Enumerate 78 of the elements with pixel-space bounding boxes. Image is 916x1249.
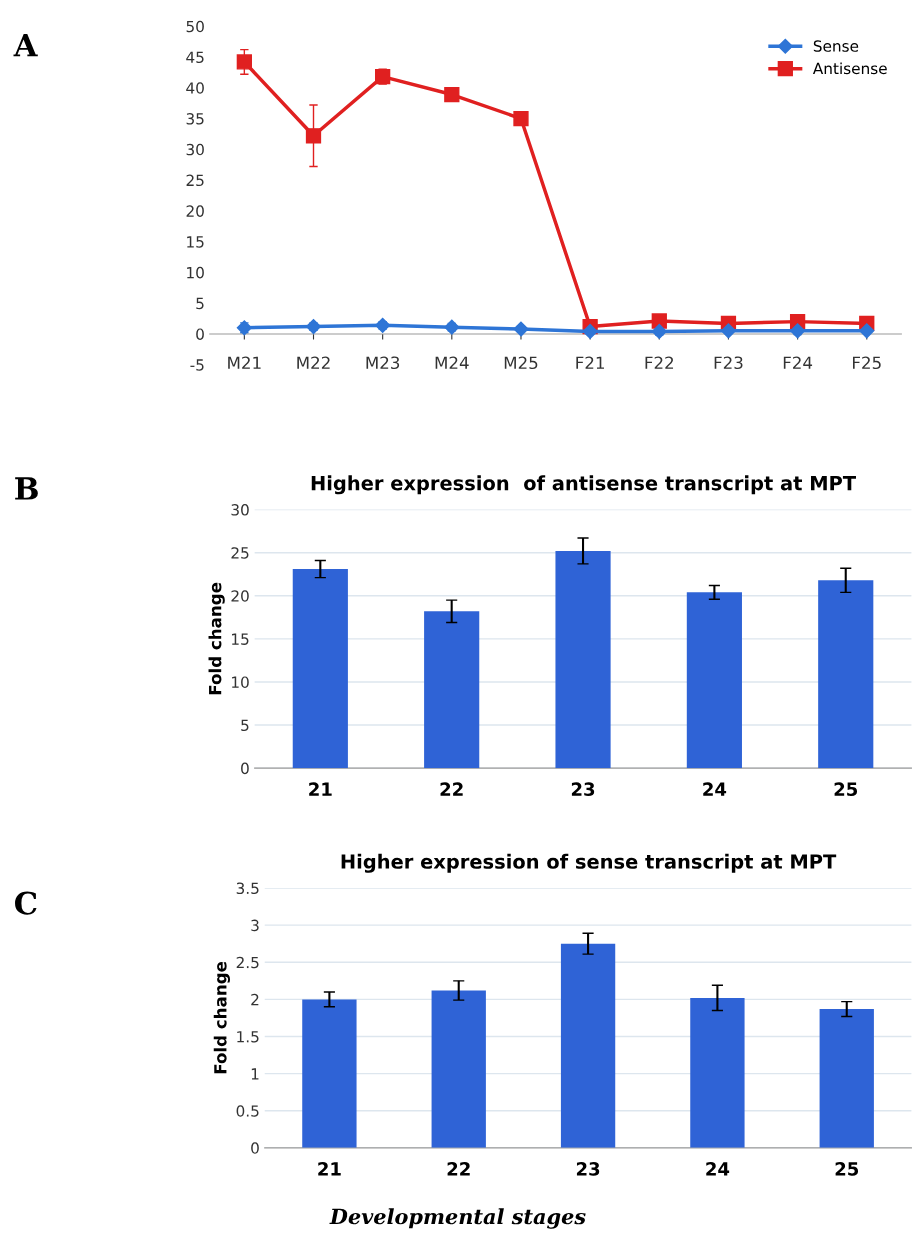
y-tick-label: 35 (186, 113, 204, 125)
x-tick-label: 24 (703, 782, 727, 796)
y-tick-label: -5 (190, 359, 204, 371)
x-tick-label: F21 (576, 356, 604, 369)
x-tick-label: 22 (440, 782, 463, 796)
x-tick-label: 23 (571, 782, 595, 796)
y-tick-label: 2 (251, 993, 259, 1006)
y-tick-label: 30 (186, 143, 204, 156)
x-tick-label: 21 (309, 782, 332, 796)
x-tick-label: 22 (447, 1162, 470, 1176)
point (444, 86, 460, 103)
y-tick-label: 1 (251, 1068, 259, 1080)
y-tick-label: 50 (186, 20, 204, 33)
x-tick-label: M23 (366, 356, 400, 370)
y-tick-label: 10 (187, 266, 204, 279)
legend-label: Antisense (812, 62, 887, 75)
y-tick-label: 2.5 (236, 956, 259, 969)
y-tick-label: 0 (196, 328, 204, 340)
y-tick-label: 5 (241, 719, 249, 732)
y-tick-label: 5 (196, 297, 204, 310)
text: Developmental stages (329, 1208, 586, 1229)
x-tick-label: 25 (835, 1162, 859, 1176)
bar (560, 943, 616, 1148)
y-tick-label: 0.5 (236, 1105, 259, 1117)
y-tick-label: 20 (231, 590, 249, 602)
x-tick-label: 23 (576, 1162, 600, 1176)
bar (686, 592, 742, 769)
bar (555, 550, 611, 769)
point (236, 54, 252, 70)
y-tick-label: 0 (251, 1142, 259, 1154)
bar (690, 997, 745, 1148)
bar (424, 611, 480, 769)
y-tick-label: 15 (187, 236, 204, 248)
y-tick-label: 0 (241, 762, 249, 775)
y-tick-label: 10 (232, 676, 249, 688)
x-tick-label: M24 (435, 356, 469, 369)
x-tick-label: 25 (834, 782, 858, 796)
point (513, 321, 529, 337)
x-tick-label: 24 (706, 1162, 730, 1176)
point (790, 323, 806, 339)
x-tick-label: F23 (714, 356, 743, 370)
point (305, 318, 322, 335)
x-tick-label: F25 (853, 356, 881, 370)
x-tick-label: F22 (645, 356, 674, 369)
point (720, 323, 737, 339)
text: A (13, 33, 38, 57)
bar (292, 569, 348, 769)
point (859, 323, 875, 339)
y-tick-label: 15 (232, 633, 249, 645)
y-tick-label: 1.5 (237, 1031, 259, 1043)
x-tick-label: M22 (297, 356, 330, 369)
x-tick-label: M25 (504, 356, 538, 370)
chart-title: Higher expression of sense transcript at MPT (341, 853, 837, 873)
y-tick-label: 20 (186, 205, 204, 217)
y-tick-label: 40 (186, 82, 204, 94)
y-axis-title: Fold change (213, 961, 231, 1074)
y-tick-label: 25 (231, 547, 249, 559)
y-tick-label: 3 (251, 919, 259, 932)
point (582, 323, 598, 340)
x-tick-label: 21 (318, 1162, 341, 1176)
bar (302, 999, 357, 1148)
y-tick-label: 3.5 (236, 882, 259, 895)
y-axis-title: Fold change (208, 582, 225, 695)
bar (818, 580, 874, 769)
y-tick-label: 30 (231, 504, 249, 516)
legend-label: Sense (813, 40, 859, 52)
y-tick-label: 45 (186, 51, 204, 64)
x-tick-label: F24 (783, 356, 813, 369)
point (305, 128, 322, 144)
text: C (15, 891, 37, 915)
chart-title: Higher expression of antisense transcript at MPT (311, 475, 856, 495)
point (651, 323, 667, 340)
bar (819, 1009, 874, 1148)
x-tick-label: M21 (228, 356, 261, 369)
y-tick-label: 25 (186, 174, 204, 187)
point (513, 110, 529, 127)
bar (431, 990, 486, 1148)
text: B (15, 477, 38, 500)
